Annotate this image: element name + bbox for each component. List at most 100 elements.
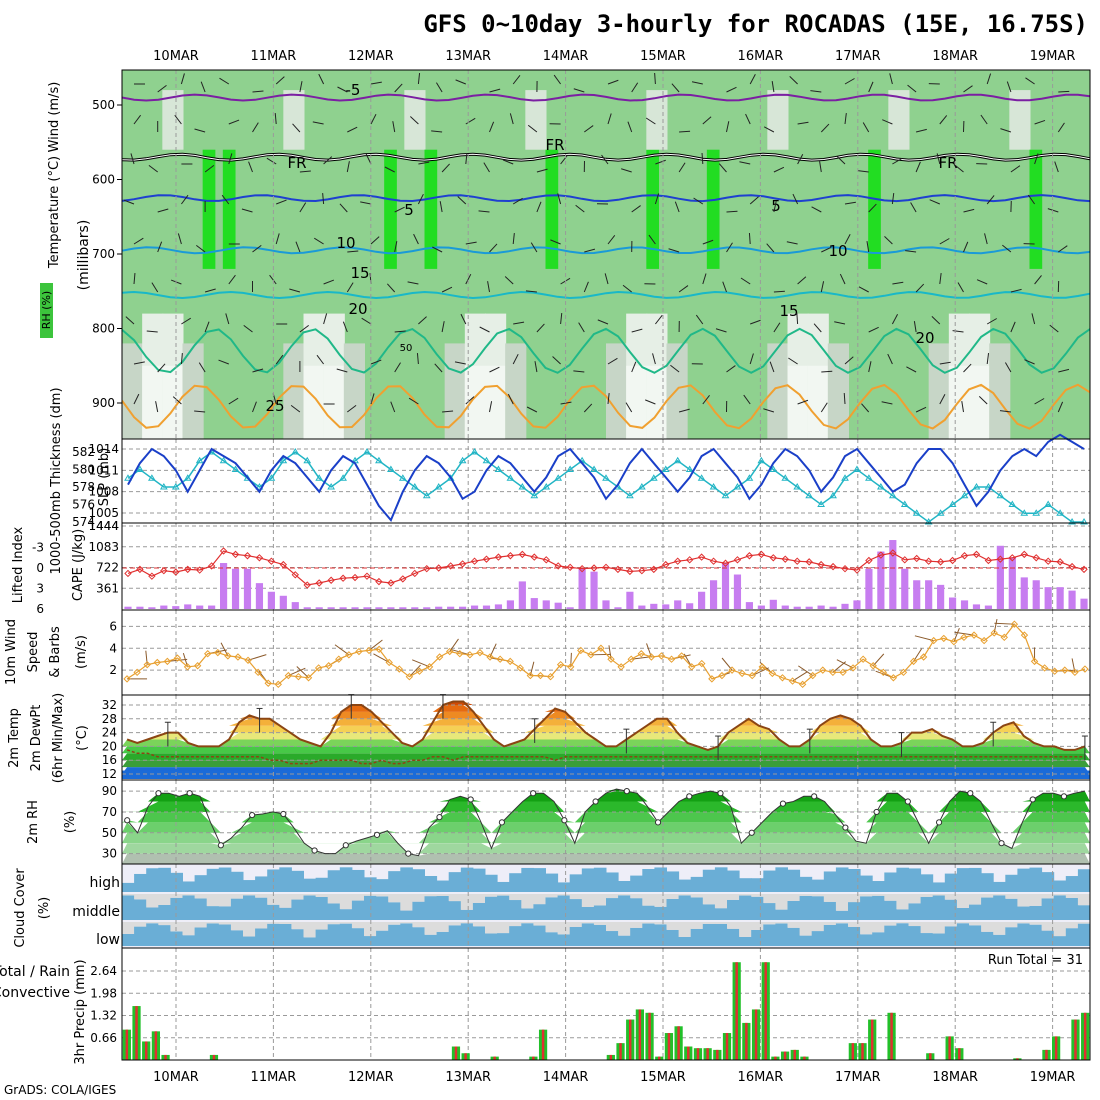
wind-barb — [583, 403, 593, 413]
wind-barb — [418, 161, 430, 165]
cloud-gap — [557, 894, 571, 896]
date-tick-label: 18MAR — [932, 1070, 978, 1085]
cloud-gap — [860, 922, 873, 935]
temp-line — [126, 700, 1086, 751]
cloud-cell — [230, 898, 244, 920]
cloud-cell — [751, 929, 764, 946]
rh-point — [249, 811, 256, 819]
isotherm-line — [121, 194, 1091, 203]
wind-speed-line — [126, 623, 1086, 685]
wind-speed-point — [930, 636, 938, 645]
cloud-cell — [243, 895, 256, 920]
wind-barb — [892, 158, 903, 165]
contour-label: 5 — [404, 201, 414, 219]
cloud-gap — [194, 894, 208, 899]
cloud-cell — [618, 880, 631, 892]
wind-barb — [872, 653, 885, 667]
precip-convective-bar — [1054, 1036, 1058, 1060]
cloud-gap — [1065, 922, 1079, 929]
precip-convective-bar — [1016, 1058, 1019, 1060]
cloud-cell — [485, 896, 498, 920]
precip-convective-bar — [1083, 1012, 1087, 1060]
cloud-cell — [255, 876, 268, 892]
date-tick-label: 12MAR — [348, 49, 394, 64]
rh-axis-label: (%) — [63, 811, 78, 834]
wind-barb — [952, 330, 964, 333]
cloud-gap — [714, 894, 728, 909]
wind-barb — [180, 352, 183, 365]
cloud-cell — [472, 902, 486, 920]
cape-bar — [590, 571, 598, 609]
cape-bar — [829, 606, 837, 609]
cloud-gap — [1017, 922, 1030, 924]
thickness-point — [972, 483, 981, 490]
legend-total-rain: Total / Rain — [0, 964, 70, 980]
wind-barb — [857, 170, 869, 173]
cloud-gap — [122, 894, 135, 896]
rh-dry-area — [888, 90, 910, 150]
cloud-cell — [787, 927, 801, 946]
cloud-gap — [243, 922, 256, 937]
wind-barb — [1010, 288, 1022, 293]
wind-barb — [749, 196, 759, 205]
wind-barb — [631, 361, 637, 373]
cloud-cell — [509, 873, 522, 892]
thickness-point — [124, 474, 132, 481]
cloud-cell — [424, 934, 438, 946]
thickness-point — [434, 483, 443, 490]
wind-barb — [465, 153, 468, 165]
cape-tick-label: 722 — [96, 561, 119, 575]
wind-tick-label: 2 — [109, 663, 117, 677]
thickness-point — [673, 456, 682, 464]
rh-point — [155, 790, 162, 797]
wind-speed-point — [1081, 665, 1089, 673]
thickness-line — [127, 451, 1084, 523]
rh-point — [342, 842, 349, 849]
lifted-tick-label: 3 — [36, 581, 44, 595]
wind-barb — [798, 665, 813, 677]
precip-convective-bar — [948, 1036, 951, 1060]
cape-bar — [614, 607, 622, 609]
wind-barb — [323, 279, 335, 285]
wind-barb — [584, 248, 596, 253]
cloud-cell — [170, 931, 183, 946]
cloud-cell — [1005, 898, 1018, 920]
cloud-gap — [884, 922, 897, 926]
thickness-point — [626, 491, 634, 499]
wind-barb — [434, 363, 443, 373]
wind-barb — [133, 272, 136, 285]
wind-barb — [622, 284, 633, 293]
cloud-gap — [993, 894, 1006, 896]
wind-barb — [339, 203, 348, 213]
thickness-point — [482, 456, 491, 464]
cloud-gap — [521, 894, 534, 909]
cloud-cell — [835, 923, 849, 946]
wind-speed-point — [335, 655, 343, 663]
rh-tick-label: 50 — [102, 826, 117, 840]
cloud-cell — [993, 895, 1006, 920]
lifted-point — [901, 556, 909, 564]
wind-barb — [228, 274, 236, 285]
wind-barb — [645, 117, 656, 125]
cloud-cell — [1053, 936, 1067, 946]
lifted-point — [614, 565, 622, 574]
wind-barb — [370, 359, 382, 365]
cloud-gap — [606, 922, 619, 932]
cloud-cell — [981, 873, 994, 892]
wind-speed-point — [1040, 664, 1049, 672]
wind-barb — [843, 392, 846, 405]
cape-bar — [411, 607, 419, 609]
wind-barb — [844, 201, 856, 205]
thickness-point — [136, 465, 144, 472]
cape-bar — [196, 605, 204, 609]
wind-barb — [413, 233, 419, 245]
wind-barb — [478, 210, 490, 213]
cloud-cell — [799, 935, 813, 946]
cloud-cell — [956, 907, 970, 920]
wind-barb — [584, 125, 594, 133]
precip-convective-bar — [628, 1019, 632, 1060]
wind-barb — [726, 86, 737, 93]
thickness-point — [566, 465, 575, 472]
rh-point — [811, 793, 818, 800]
rh-moist-area — [384, 149, 397, 269]
